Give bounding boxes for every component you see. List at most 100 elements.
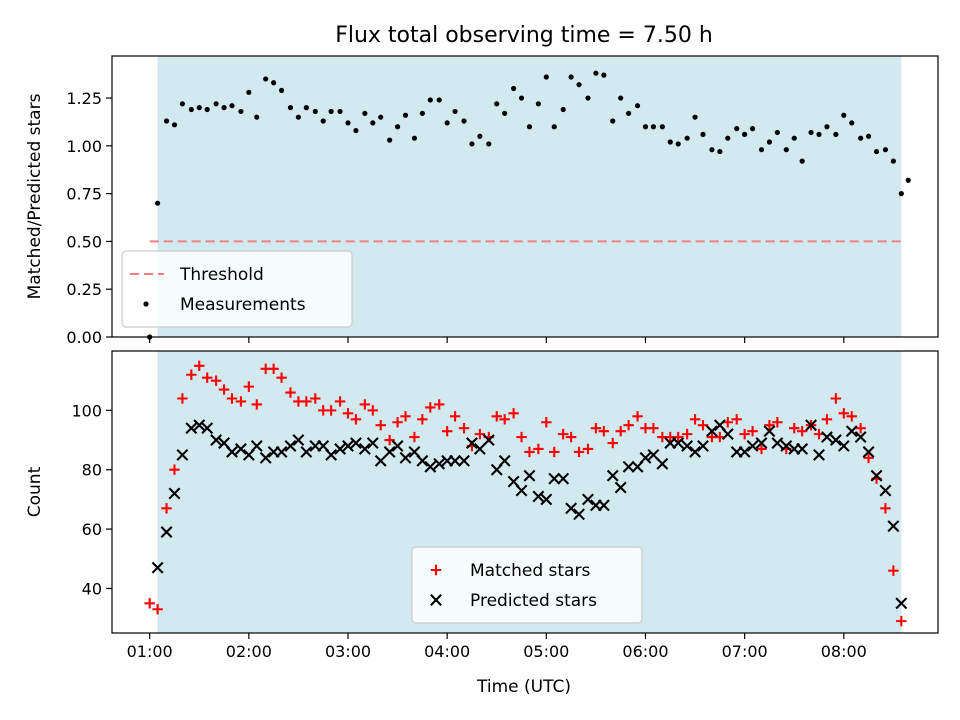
data-point xyxy=(246,89,252,95)
data-point xyxy=(518,95,525,101)
data-point xyxy=(626,110,632,116)
data-point xyxy=(221,105,227,111)
data-point xyxy=(449,411,461,422)
data-point xyxy=(597,499,610,512)
data-point xyxy=(565,502,578,515)
data-point xyxy=(673,431,684,443)
data-point xyxy=(833,131,839,137)
data-point xyxy=(873,148,880,155)
legend-box xyxy=(121,250,353,328)
data-point xyxy=(310,393,321,404)
data-point xyxy=(458,422,470,434)
data-point xyxy=(738,445,751,458)
data-point xyxy=(585,95,591,101)
series-predicted-stars xyxy=(151,419,908,610)
data-point xyxy=(427,97,433,103)
data-point xyxy=(766,139,773,145)
data-point xyxy=(816,131,822,137)
data-point xyxy=(251,399,262,410)
data-point xyxy=(845,425,858,438)
data-point xyxy=(734,126,740,132)
legend-label: Measurements xyxy=(180,295,306,315)
legend-marker xyxy=(430,594,442,606)
data-point xyxy=(560,106,566,113)
data-point xyxy=(858,135,864,141)
data-point xyxy=(681,440,694,452)
data-point xyxy=(714,431,726,443)
data-point xyxy=(791,135,797,141)
data-point xyxy=(424,460,437,473)
data-point xyxy=(434,399,445,410)
data-point xyxy=(375,420,386,431)
data-point xyxy=(461,118,467,124)
data-point xyxy=(896,615,907,627)
y-tick-label: 100 xyxy=(71,401,102,420)
data-point xyxy=(458,454,470,467)
data-point xyxy=(473,443,486,455)
data-point xyxy=(689,445,702,458)
y-axis-label: Count xyxy=(25,466,45,517)
data-point xyxy=(551,124,557,130)
data-point xyxy=(285,387,296,398)
data-point xyxy=(193,419,206,432)
data-point xyxy=(610,118,616,124)
axes-frame xyxy=(111,350,939,634)
data-point xyxy=(533,443,544,455)
data-point xyxy=(796,443,809,455)
count-panel: 40 60 80 100 01:00 02:00 03:00 04:00 05:00 06:00 0… xyxy=(25,350,939,661)
data-point xyxy=(466,437,478,449)
data-point xyxy=(362,110,368,116)
data-point xyxy=(639,451,652,464)
x-tick-label: 02:00 xyxy=(226,642,272,661)
data-point xyxy=(749,126,756,132)
data-point xyxy=(808,129,814,136)
data-point xyxy=(419,110,425,116)
data-point xyxy=(498,454,511,467)
data-point xyxy=(312,108,318,115)
ratio-panel: 0.00 0.25 0.50 0.75 1.00 1.25 Matched/Predicte… xyxy=(25,55,939,347)
data-point xyxy=(771,437,784,449)
data-point xyxy=(697,420,709,431)
data-point xyxy=(444,120,450,126)
data-point xyxy=(879,484,892,497)
data-point xyxy=(774,129,780,136)
data-point xyxy=(204,106,210,113)
data-point xyxy=(188,106,194,113)
data-point xyxy=(854,431,867,444)
data-point xyxy=(276,372,287,383)
y-tick-label: 0.00 xyxy=(66,328,102,347)
data-point xyxy=(692,114,698,120)
data-point xyxy=(725,135,731,141)
y-axis-label: Matched/Predicted stars xyxy=(25,93,45,299)
data-point xyxy=(764,420,775,431)
x-tick-label: 03:00 xyxy=(325,642,371,661)
legend-label: Matched stars xyxy=(470,561,590,581)
data-point xyxy=(185,422,198,435)
data-point xyxy=(366,437,379,449)
data-point xyxy=(898,191,904,197)
data-point xyxy=(441,425,453,437)
data-point xyxy=(813,448,825,461)
data-point xyxy=(370,120,376,126)
data-point xyxy=(482,434,495,446)
data-point xyxy=(523,469,536,482)
data-point xyxy=(284,440,297,452)
data-point xyxy=(524,446,535,458)
legend-label: Threshold xyxy=(179,265,264,285)
data-point xyxy=(622,460,635,473)
data-point xyxy=(345,120,351,126)
data-point xyxy=(196,105,202,111)
chart-title: Flux total observing time = 7.50 h xyxy=(335,23,713,48)
data-point xyxy=(152,604,163,615)
data-point xyxy=(436,97,442,103)
y-tick-label: 40 xyxy=(82,579,102,598)
data-point xyxy=(681,428,693,440)
data-point xyxy=(648,422,659,434)
data-point xyxy=(425,402,436,413)
data-point xyxy=(194,360,205,372)
data-point xyxy=(177,393,188,404)
data-point xyxy=(689,414,701,425)
data-point xyxy=(186,369,197,380)
data-point xyxy=(349,437,362,449)
data-point xyxy=(656,457,669,470)
